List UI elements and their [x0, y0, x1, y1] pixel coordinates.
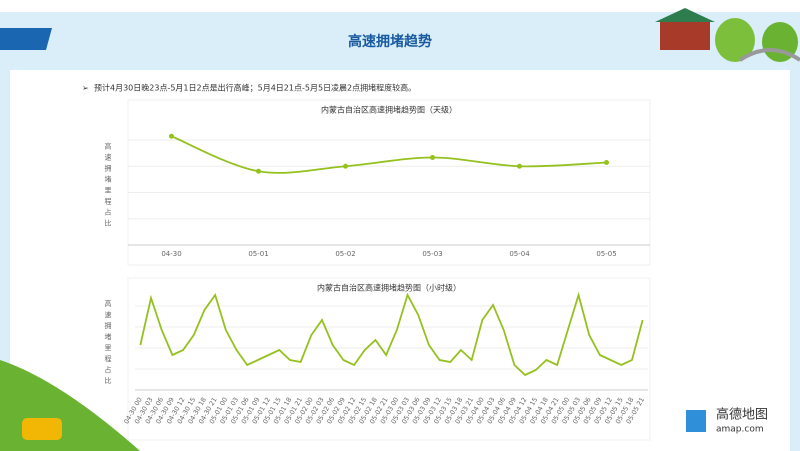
decoration-car [22, 418, 62, 440]
decoration-building [655, 8, 800, 62]
x-tick-label: 05-01 [248, 250, 268, 258]
data-point [517, 163, 522, 169]
x-tick-label: 04-30 [161, 250, 181, 258]
x-tick-label: 05-02 [335, 250, 355, 258]
chart-box [127, 99, 651, 266]
data-point [169, 133, 174, 139]
chart-title: 内蒙古自治区高速拥堵趋势图（小时级） [317, 283, 461, 293]
data-line [171, 135, 607, 174]
data-point [430, 155, 435, 160]
data-line [139, 291, 644, 377]
logo-icon [686, 410, 706, 432]
y-axis-label: 高速拥堵里程占比 [104, 142, 112, 231]
data-point [343, 163, 348, 169]
bullet: ➢ [82, 84, 89, 93]
x-tick-label: 05-03 [422, 250, 442, 258]
chart-box [127, 277, 651, 441]
x-tick-label: 05-05 [596, 250, 616, 258]
header-bar [0, 28, 52, 50]
note-text: 预计4月30日晚23点-5月1日2点是出行高峰；5月4日21点-5月5日凌晨2点… [94, 83, 416, 93]
logo-name: 高德地图 [716, 407, 768, 423]
data-point [256, 168, 261, 174]
y-axis-label: 高速拥堵里程占比 [104, 299, 112, 388]
logo-url: amap.com [716, 425, 764, 435]
x-tick-label: 05-04 [509, 250, 530, 258]
top-strip [0, 0, 800, 12]
data-point [604, 160, 609, 165]
chart-title: 内蒙古自治区高速拥堵趋势图（天级） [321, 105, 457, 115]
page-title: 高速拥堵趋势 [348, 33, 432, 50]
